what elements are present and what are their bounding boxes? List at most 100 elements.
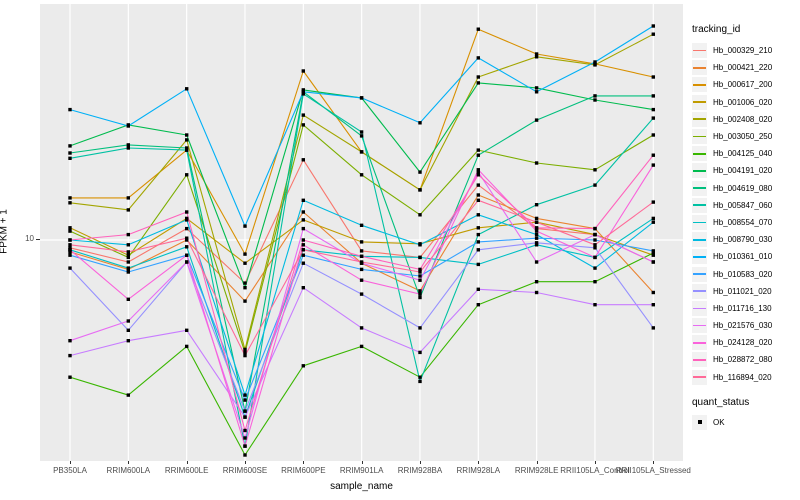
data-point-marker <box>651 32 655 36</box>
data-point-marker <box>476 75 480 79</box>
data-point-marker <box>651 116 655 120</box>
data-point-marker <box>126 124 130 128</box>
data-point-marker <box>534 118 539 122</box>
data-point-marker <box>359 292 364 296</box>
data-point-marker <box>651 200 655 204</box>
data-point-marker <box>651 220 655 224</box>
data-point-marker <box>418 278 422 282</box>
data-point-marker <box>301 243 305 247</box>
x-axis-tick-label: RRIM600SE <box>222 466 268 475</box>
data-point-marker <box>534 55 539 59</box>
legend-item: Hb_008554_070 <box>692 214 798 231</box>
data-point-marker <box>418 379 422 384</box>
legend-key-line <box>693 118 706 121</box>
quant-ok-square-icon <box>697 420 702 425</box>
quant-legend-item-label: OK <box>713 417 725 427</box>
data-point-marker <box>126 253 130 257</box>
plot-panel <box>40 4 683 461</box>
x-axis-tick-mark <box>70 461 71 464</box>
data-point-marker <box>359 96 364 100</box>
data-point-marker <box>301 364 305 368</box>
x-axis-tick-label: RRIM600LE <box>164 466 209 475</box>
data-point-marker <box>185 328 189 332</box>
data-point-marker <box>593 183 597 187</box>
data-point-marker <box>243 353 247 358</box>
data-point-marker <box>418 274 422 278</box>
quant-legend-title: quant_status <box>692 396 750 408</box>
data-point-marker <box>185 210 189 214</box>
data-point-marker <box>359 134 364 138</box>
legend-item-label: Hb_010583_020 <box>713 269 773 279</box>
data-point-marker <box>243 398 247 402</box>
legend-item-label: Hb_000421_220 <box>713 63 773 73</box>
legend-key-line <box>693 307 706 310</box>
data-point-marker <box>301 226 305 231</box>
legend-item: Hb_004619_080 <box>692 180 798 197</box>
data-point-marker <box>476 198 480 202</box>
legend-key-line <box>693 49 706 52</box>
data-point-marker <box>68 144 72 148</box>
legend-key-line <box>693 359 706 361</box>
data-point-marker <box>418 350 422 355</box>
data-point-marker <box>301 198 305 202</box>
quant-key-swatch <box>692 414 707 430</box>
data-point-marker <box>651 290 655 295</box>
legend-item: Hb_028872_080 <box>692 351 798 368</box>
data-point-marker <box>593 63 597 67</box>
x-axis-tick-label: RRIM928BA <box>397 466 443 475</box>
data-point-marker <box>651 251 655 255</box>
x-axis-tick-mark <box>361 461 363 464</box>
data-point-marker <box>126 250 130 254</box>
x-axis-tick-mark <box>128 461 130 464</box>
data-point-marker <box>68 151 72 155</box>
legend-key-line <box>693 255 706 258</box>
data-point-marker <box>301 238 305 242</box>
data-point-marker <box>126 266 130 270</box>
data-point-marker <box>476 153 480 157</box>
data-point-marker <box>651 153 655 157</box>
data-point-marker <box>593 255 597 260</box>
x-axis-title: sample_name <box>330 481 393 492</box>
data-point-marker <box>359 130 364 134</box>
data-point-marker <box>243 299 247 303</box>
legend-key-swatch <box>692 111 707 127</box>
legend-items: Hb_000329_210 Hb_000421_220 Hb_000617_200 H… <box>692 42 798 386</box>
legend-key-swatch <box>692 335 707 351</box>
legend-item-label: Hb_011021_020 <box>713 286 772 296</box>
data-point-marker <box>301 113 305 117</box>
data-point-marker <box>534 243 539 247</box>
legend-item: Hb_116894_020 <box>692 369 798 386</box>
data-point-marker <box>243 428 247 433</box>
data-point-marker <box>359 260 364 264</box>
data-point-marker <box>243 252 247 256</box>
legend-item: Hb_010361_010 <box>692 248 798 265</box>
data-point-marker <box>126 319 130 323</box>
data-point-marker <box>301 286 305 290</box>
plot-panel-svg <box>40 4 683 461</box>
data-point-marker <box>68 201 72 205</box>
x-axis-tick-mark <box>419 461 421 464</box>
legend-key-swatch <box>692 163 707 179</box>
legend-item: Hb_024128_020 <box>692 334 798 351</box>
legend-item-label: Hb_011716_130 <box>713 303 772 313</box>
legend-item: Hb_011021_020 <box>692 283 798 300</box>
data-point-marker <box>185 344 189 349</box>
data-point-marker <box>185 236 189 240</box>
data-point-marker <box>418 295 422 300</box>
legend-item-label: Hb_004191_020 <box>713 166 773 176</box>
data-point-marker <box>593 98 597 102</box>
data-point-marker <box>651 326 655 330</box>
data-point-marker <box>418 326 422 330</box>
data-point-marker <box>301 123 305 127</box>
data-point-marker <box>68 339 72 343</box>
data-point-marker <box>126 232 130 237</box>
data-point-marker <box>359 278 364 282</box>
data-point-marker <box>418 270 422 274</box>
data-point-marker <box>68 107 72 112</box>
data-point-marker <box>301 90 305 94</box>
data-point-marker <box>126 393 130 397</box>
x-axis-tick-mark <box>594 461 596 464</box>
data-point-marker <box>126 143 130 147</box>
data-point-marker <box>68 253 72 257</box>
